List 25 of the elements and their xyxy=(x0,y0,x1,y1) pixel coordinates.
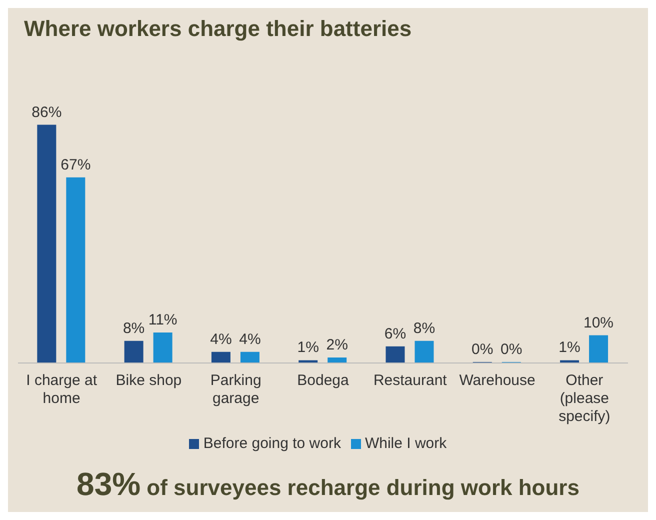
legend-label: Before going to work xyxy=(203,435,341,452)
x-tick-label: Parking garage xyxy=(210,372,262,407)
text: 83% of surveyees recharge during work hours xyxy=(76,466,580,503)
data-label: 86% xyxy=(32,104,62,121)
data-label: 1% xyxy=(558,339,580,356)
x-tick-label: I charge at home xyxy=(26,372,98,407)
data-label: 10% xyxy=(584,314,614,332)
data-label: 8% xyxy=(413,320,436,337)
data-label: 2% xyxy=(326,336,348,354)
data-label: 0% xyxy=(472,341,494,358)
legend-label: While I work xyxy=(364,435,447,452)
data-label: 11% xyxy=(148,312,178,329)
x-tick-label: Restaurant xyxy=(373,372,448,389)
x-tick-label: Warehouse xyxy=(459,372,536,389)
chart-title: Where workers charge their batteries xyxy=(23,15,413,42)
x-tick-label: Other (please specify) xyxy=(558,372,610,425)
data-label: 4% xyxy=(239,330,261,348)
data-label: 8% xyxy=(122,320,145,337)
data-label: 6% xyxy=(384,325,406,342)
data-label: 4% xyxy=(210,330,232,348)
x-tick-label: Bike shop xyxy=(116,372,182,389)
data-label: 67% xyxy=(60,156,91,174)
data-label: 0% xyxy=(500,341,522,358)
data-label: 1% xyxy=(297,339,319,356)
x-tick-label: Bodega xyxy=(297,372,350,389)
